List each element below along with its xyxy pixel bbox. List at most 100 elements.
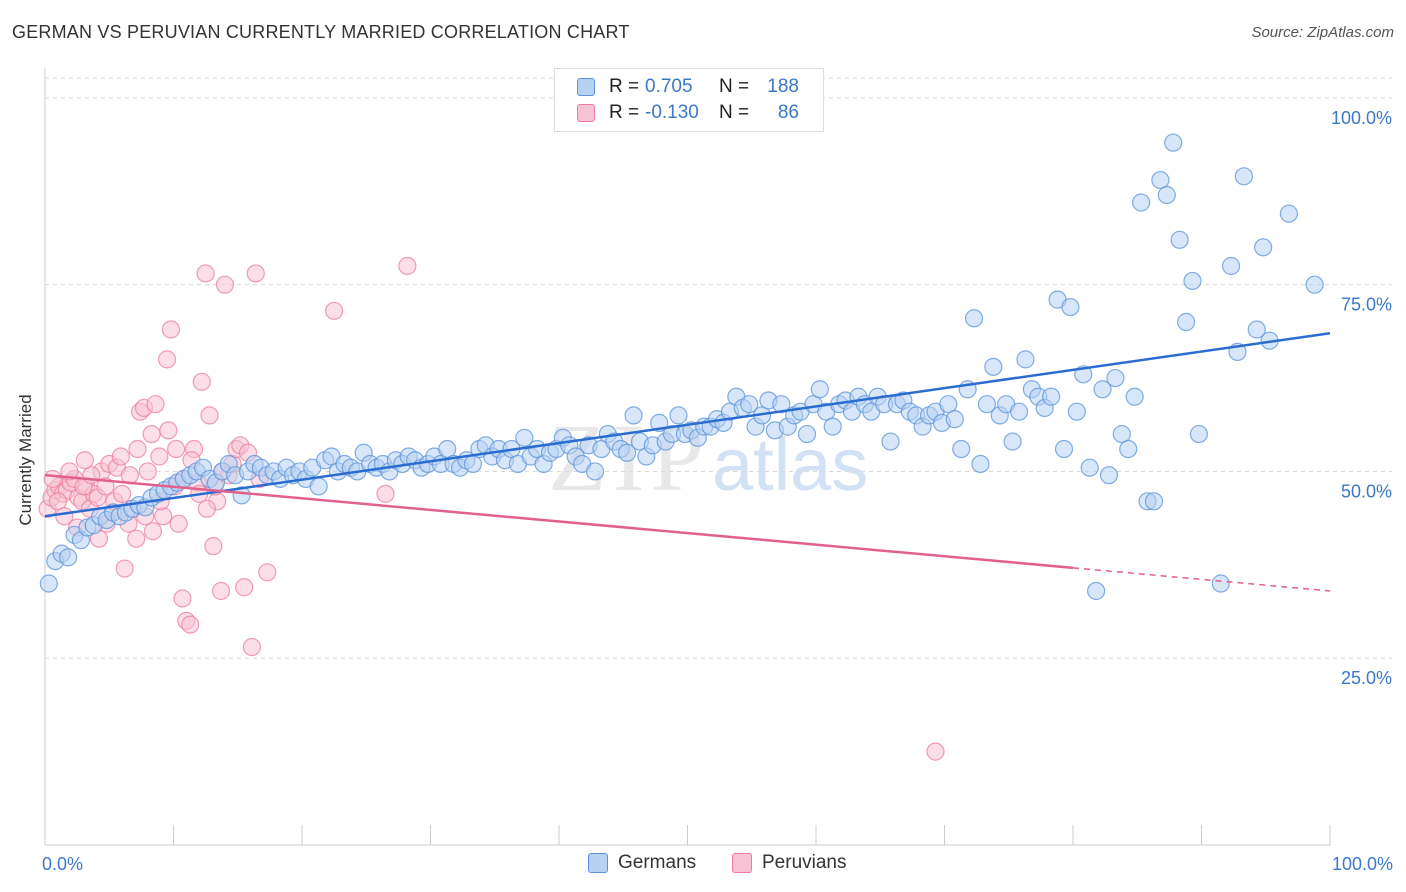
german-point [618, 443, 637, 462]
german-point [1106, 368, 1125, 388]
german-point [1125, 387, 1144, 406]
y-tick-label: 25.0% [1341, 668, 1392, 688]
legend-swatch-peruvians [577, 104, 595, 122]
tick-labels: 25.0% 50.0% 75.0% 100.0% 0.0% 100.0% [42, 108, 1393, 874]
stats-legend: R = 0.705 N = 188 R = -0.130 N = 86 [554, 68, 824, 132]
x-tick-label: 0.0% [42, 854, 83, 874]
peruvian-point [211, 581, 231, 601]
x-tick-label: 100.0% [1332, 854, 1393, 874]
german-point [952, 439, 971, 459]
legend-r-value: -0.130 [645, 102, 699, 123]
german-point [1279, 204, 1298, 223]
peruvian-point [197, 499, 217, 518]
german-point [797, 424, 817, 444]
peruvian-point [166, 439, 186, 459]
legend-n-value: 188 [767, 76, 799, 97]
peruvian-point [196, 264, 215, 283]
german-point [971, 454, 990, 474]
peruvians-swatch [732, 853, 752, 873]
german-point [1093, 380, 1112, 399]
german-point [1234, 167, 1254, 186]
peruvian-point [112, 484, 132, 503]
peruvian-point [128, 439, 147, 459]
peruvian-point [127, 529, 146, 548]
peruvians-points [38, 256, 945, 761]
german-point [39, 574, 58, 593]
german-point [59, 548, 78, 567]
chart-title: GERMAN VS PERUVIAN CURRENTLY MARRIED COR… [12, 22, 630, 42]
german-point [772, 395, 791, 414]
german-point [1183, 271, 1202, 291]
german-point [1221, 256, 1241, 276]
peruvian-point [60, 462, 79, 481]
german-point [309, 477, 328, 496]
y-axis-label: Currently Married [16, 394, 35, 526]
german-point [232, 486, 251, 505]
peruvian-point [143, 522, 163, 541]
german-point [810, 380, 829, 399]
peruvian-point [398, 256, 417, 276]
legend-n-value: 86 [777, 102, 799, 123]
peruvian-point [159, 421, 178, 440]
axes [44, 68, 1331, 846]
peruvian-point [146, 395, 165, 414]
german-point [1119, 439, 1138, 459]
peruvian-point [926, 742, 945, 761]
peruvian-point [115, 559, 134, 578]
legend-row-germans: R = 0.705 N = 188 [577, 75, 799, 99]
german-point [1247, 320, 1266, 339]
german-point [1067, 402, 1086, 421]
germans-points [39, 133, 1324, 601]
peruvians-trend-extension [1072, 567, 1331, 592]
peruvian-point [161, 320, 181, 339]
german-point [881, 432, 900, 451]
peruvian-point [43, 469, 62, 489]
germans-label: Germans [618, 852, 697, 873]
peruvian-point [235, 578, 254, 597]
german-point [1087, 581, 1106, 601]
legend-item-peruvians[interactable]: Peruvians [732, 852, 847, 874]
german-point [1144, 492, 1164, 511]
german-point [1061, 297, 1080, 317]
legend-r-label: R = [609, 102, 640, 123]
german-point [1164, 133, 1183, 152]
source-label: Source: ZipAtlas.com [1251, 24, 1394, 41]
grid [45, 77, 1392, 659]
y-tick-label: 75.0% [1341, 295, 1392, 315]
peruvian-point [242, 637, 261, 657]
peruvian-point [169, 514, 188, 533]
trend-lines [44, 331, 1331, 592]
legend-r-label: R = [609, 76, 640, 97]
peruvians-trend-line [44, 473, 1074, 570]
watermark-atlas: atlas [712, 423, 868, 506]
peruvian-point [215, 275, 234, 294]
peruvian-point [150, 447, 169, 466]
german-point [945, 410, 964, 429]
german-point [669, 406, 688, 425]
german-point [1132, 193, 1151, 212]
german-point [1009, 402, 1029, 421]
y-tick-label: 100.0% [1331, 108, 1392, 128]
peruvians-label: Peruvians [762, 852, 847, 873]
peruvian-point [173, 589, 192, 608]
german-point [1211, 574, 1230, 593]
german-point [1099, 466, 1119, 485]
german-point [1189, 424, 1209, 444]
german-point [1157, 185, 1176, 205]
legend-swatch-germans [577, 78, 595, 96]
peruvian-point [154, 507, 173, 526]
germans-trend-line [44, 331, 1331, 518]
peruvian-point [181, 615, 200, 634]
y-axis-label-wrap: Currently Married [14, 380, 38, 540]
german-point [1170, 230, 1189, 249]
legend-item-germans[interactable]: Germans [588, 852, 696, 874]
peruvian-point [142, 424, 161, 444]
german-point [823, 417, 842, 436]
bottom-legend: Germans Peruvians [0, 852, 1406, 878]
peruvian-point [246, 264, 265, 283]
german-point [964, 309, 984, 328]
peruvian-point [138, 462, 157, 481]
german-point [1054, 439, 1074, 459]
peruvian-point [75, 451, 94, 470]
german-point [585, 462, 605, 481]
